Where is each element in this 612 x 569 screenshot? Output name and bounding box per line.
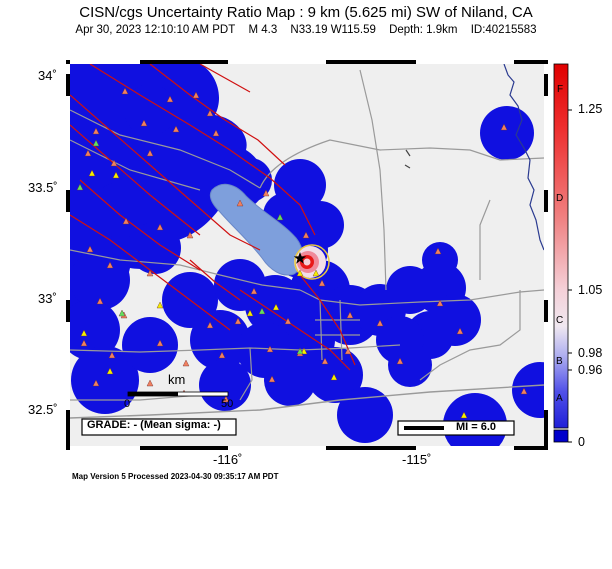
grade-letter-a: A — [556, 393, 563, 404]
fault-lines — [70, 64, 356, 371]
mi-text: MI = 6.0 — [456, 421, 497, 433]
grade-letter-b: B — [556, 356, 563, 367]
colorbar-value-1-25: 1.25 — [578, 102, 603, 116]
lat-tick-32-5: 32.5˚ — [28, 402, 58, 417]
event-depth: Depth: 1.9km — [389, 24, 458, 36]
event-location: N33.19 W115.59 — [290, 24, 376, 36]
grade-text: GRADE: - (Mean sigma: -) — [87, 419, 221, 431]
grade-letter-c: C — [556, 315, 564, 326]
lon-tick-115: -115˚ — [402, 452, 432, 467]
uncertainty-blobs — [70, 64, 544, 446]
grade-letter-f: F — [557, 84, 564, 95]
state-border — [404, 149, 411, 169]
epicenter-star-icon — [293, 252, 307, 264]
mi-legend-box — [397, 420, 515, 436]
colorbar — [553, 63, 572, 443]
event-magnitude: M 4.3 — [248, 24, 278, 36]
map-subtitle: Apr 30, 2023 12:10:10 AM PDT M 4.3 N33.1… — [0, 24, 612, 36]
seismic-stations — [76, 87, 528, 419]
map-version-footer: Map Version 5 Processed 2023-04-30 09:35… — [72, 472, 279, 481]
lat-tick-33-5: 33.5˚ — [28, 180, 58, 195]
scale-end-label: 50 — [221, 398, 234, 410]
lon-tick-116: -116˚ — [213, 452, 243, 467]
scale-bar — [127, 391, 229, 397]
colorado-river — [503, 64, 544, 251]
epicenter-ratio-zone — [294, 244, 330, 280]
colorbar-value-1-05: 1.05 — [578, 283, 603, 297]
salton-sea-lake — [209, 183, 303, 276]
international-border — [70, 384, 544, 419]
stations-yellow — [80, 169, 468, 419]
colorbar-value-0: 0 — [578, 435, 585, 449]
grade-box — [81, 418, 237, 436]
event-id: ID:40215583 — [470, 24, 537, 36]
lat-tick-34: 34˚ — [38, 68, 57, 83]
map-title: CISN/cgs Uncertainty Ratio Map : 9 km (5… — [79, 4, 533, 21]
stations-red — [80, 87, 528, 403]
scale-unit-label: km — [168, 372, 186, 387]
event-datetime: Apr 30, 2023 12:10:10 AM PDT — [75, 24, 236, 36]
scale-start-label: 0 — [124, 398, 131, 410]
colorbar-value-0-98: 0.98 — [578, 346, 603, 360]
stations-green — [76, 139, 304, 355]
colorbar-value-0-96: 0.96 — [578, 363, 603, 377]
lat-tick-33: 33˚ — [38, 291, 57, 306]
grade-letter-d: D — [556, 193, 564, 204]
